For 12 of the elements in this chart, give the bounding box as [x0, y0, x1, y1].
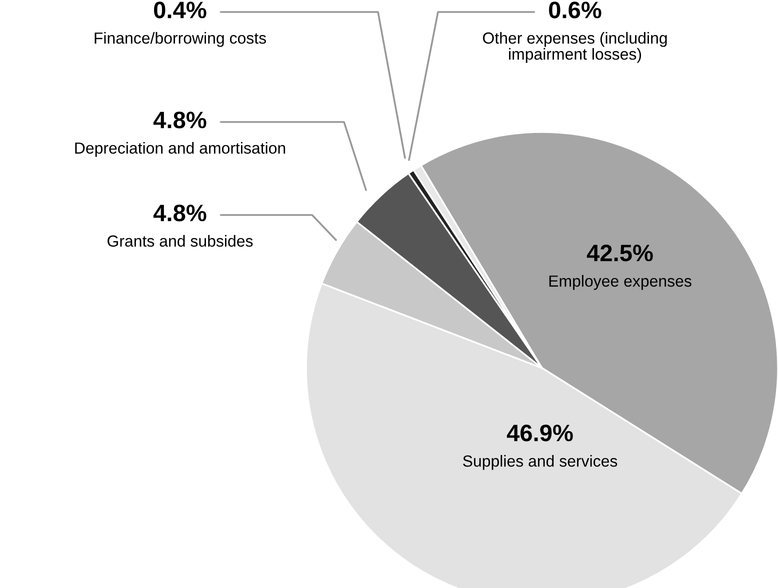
slice-label: Finance/borrowing costs: [94, 32, 266, 47]
slice-label: Depreciation and amortisation: [75, 142, 286, 157]
data-label: 46.9%: [506, 424, 573, 442]
data-label: 4.8%: [153, 204, 206, 222]
data-label: 0.6%: [549, 2, 602, 18]
slice-label: Other expenses (including impairment losses): [482, 32, 667, 63]
data-label: 42.5%: [586, 244, 653, 262]
data-label: 0.4%: [154, 2, 206, 18]
data-label: 4.8%: [153, 112, 206, 128]
slice-label: Supplies and services: [463, 455, 618, 470]
slice-label: Employee expenses: [549, 275, 692, 290]
slice-label: Grants and subsides: [108, 235, 253, 247]
